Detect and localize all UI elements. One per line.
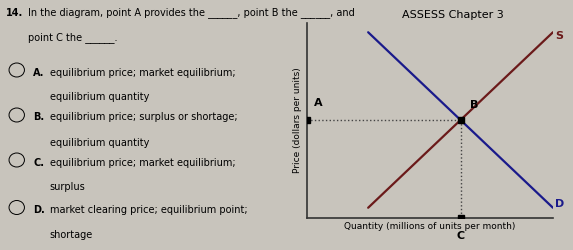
Text: B: B (470, 100, 479, 110)
Text: D: D (555, 199, 564, 209)
Text: C: C (457, 231, 465, 241)
Text: A.: A. (33, 68, 45, 78)
Text: equilibrium quantity: equilibrium quantity (50, 92, 149, 102)
Text: surplus: surplus (50, 182, 85, 192)
X-axis label: Quantity (millions of units per month): Quantity (millions of units per month) (344, 222, 516, 231)
Text: C.: C. (33, 158, 44, 168)
Text: B.: B. (33, 112, 44, 122)
Text: D.: D. (33, 205, 45, 215)
Text: In the diagram, point A provides the ______, point B the ______, and: In the diagram, point A provides the ___… (28, 8, 355, 18)
Text: point C the ______.: point C the ______. (28, 32, 117, 44)
Text: equilibrium price; market equilibrium;: equilibrium price; market equilibrium; (50, 158, 236, 168)
Text: 14.: 14. (6, 8, 23, 18)
Text: shortage: shortage (50, 230, 93, 240)
Text: equilibrium price; market equilibrium;: equilibrium price; market equilibrium; (50, 68, 236, 78)
Text: equilibrium price; surplus or shortage;: equilibrium price; surplus or shortage; (50, 112, 237, 122)
Text: equilibrium quantity: equilibrium quantity (50, 138, 149, 147)
Text: A: A (314, 98, 323, 108)
Text: market clearing price; equilibrium point;: market clearing price; equilibrium point… (50, 205, 248, 215)
Text: ASSESS Chapter 3: ASSESS Chapter 3 (402, 10, 504, 20)
Text: S: S (555, 31, 563, 41)
Y-axis label: Price (dollars per units): Price (dollars per units) (293, 67, 303, 173)
